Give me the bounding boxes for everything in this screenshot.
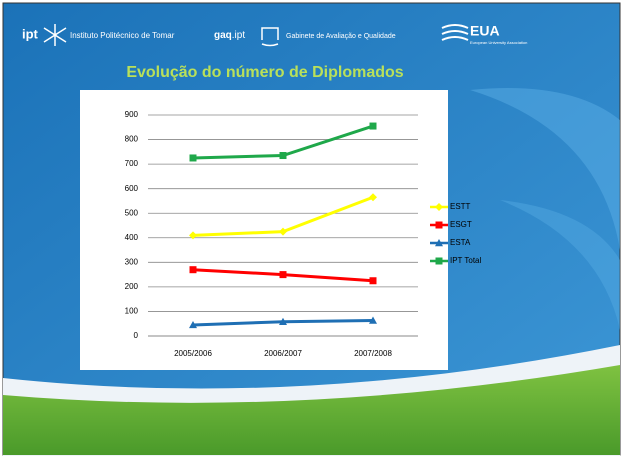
eua-name: European University Association (470, 40, 527, 45)
y-tick-label: 300 (125, 257, 139, 266)
legend-marker (436, 222, 443, 229)
y-tick-label: 0 (134, 331, 139, 340)
y-tick-label: 500 (125, 208, 139, 217)
legend-label: ESGT (450, 220, 472, 229)
point (190, 154, 197, 161)
point (280, 271, 287, 278)
logo-ipt: ipt (22, 26, 39, 41)
y-tick-label: 100 (125, 307, 139, 316)
x-tick-label: 2006/2007 (264, 349, 302, 358)
point (190, 266, 197, 273)
y-tick-label: 900 (125, 110, 139, 119)
y-tick-label: 800 (125, 135, 139, 144)
legend-marker (436, 258, 443, 265)
point (370, 123, 377, 130)
gaq: gaq (214, 30, 232, 41)
y-tick-label: 400 (125, 233, 139, 242)
ipt-name: Instituto Politécnico de Tomar (70, 31, 175, 40)
legend-label: IPT Total (450, 256, 482, 265)
logo-gaq: gaq.ipt (214, 30, 245, 41)
point (280, 152, 287, 159)
y-tick-label: 600 (125, 184, 139, 193)
x-tick-label: 2005/2006 (174, 349, 212, 358)
legend-label: ESTA (450, 238, 471, 247)
point (370, 277, 377, 284)
chart-area (80, 90, 448, 370)
y-tick-label: 200 (125, 282, 139, 291)
y-tick-label: 700 (125, 159, 139, 168)
x-tick-label: 2007/2008 (354, 349, 392, 358)
gaq-suffix: .ipt (232, 30, 246, 41)
legend-label: ESTT (450, 202, 471, 211)
slide: ipt Instituto Politécnico de Tomar gaq.i… (0, 0, 623, 461)
logo-eua: EUA (470, 23, 500, 39)
chart-title: Evolução do número de Diplomados (126, 64, 403, 81)
gaq-name: Gabinete de Avaliação e Qualidade (286, 33, 396, 40)
